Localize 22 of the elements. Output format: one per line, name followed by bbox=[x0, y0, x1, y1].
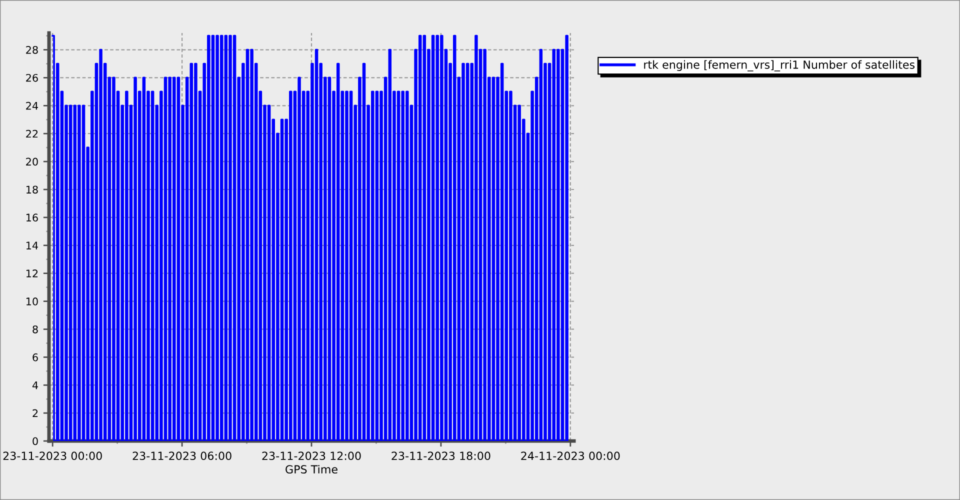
y-tick-label: 26 bbox=[26, 74, 38, 82]
x-tick-label: 24-11-2023 00:00 bbox=[521, 452, 620, 460]
x-tick-label: 23-11-2023 18:00 bbox=[392, 452, 490, 460]
y-tick-label: 22 bbox=[26, 130, 38, 138]
y-tick-label: 18 bbox=[26, 186, 38, 194]
y-tick-label: 0 bbox=[32, 437, 38, 446]
y-tick-label: 20 bbox=[26, 158, 38, 166]
y-tick-label: 2 bbox=[32, 409, 38, 418]
y-tick-label: 6 bbox=[32, 353, 38, 362]
x-tick-label: 23-11-2023 00:00 bbox=[3, 452, 102, 460]
y-tick-label: 10 bbox=[26, 298, 38, 306]
legend-label: rtk engine [femern_vrs]_rri1 Number of satellites bbox=[644, 60, 915, 72]
y-tick-label: 4 bbox=[32, 381, 38, 390]
y-tick-label: 16 bbox=[26, 214, 38, 222]
y-tick-label: 8 bbox=[32, 325, 38, 334]
y-tick-label: 14 bbox=[26, 242, 38, 250]
x-axis-title: GPS Time bbox=[286, 464, 338, 474]
x-tick-label: 23-11-2023 12:00 bbox=[262, 452, 361, 460]
y-tick-label: 24 bbox=[26, 102, 38, 110]
x-tick-label: 23-11-2023 06:00 bbox=[132, 452, 232, 460]
y-tick-label: 12 bbox=[26, 270, 38, 278]
y-tick-label: 28 bbox=[26, 46, 38, 54]
